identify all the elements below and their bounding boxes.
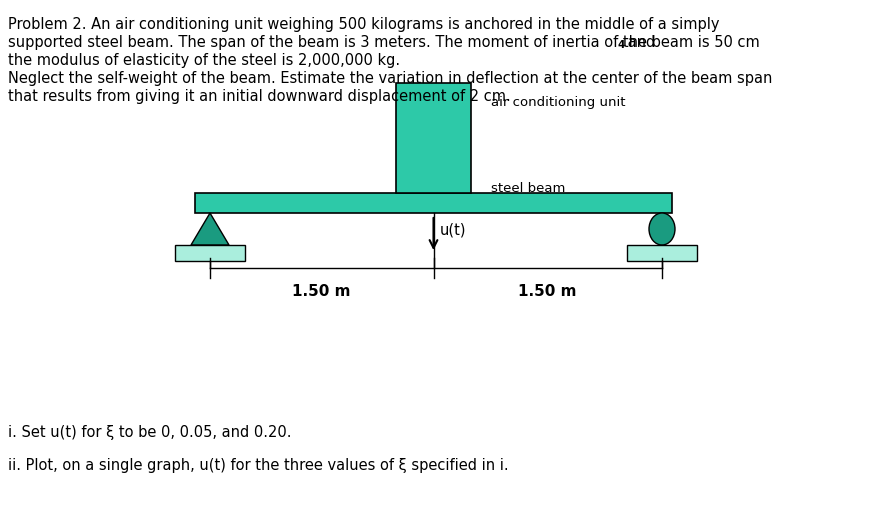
- Bar: [627, 245, 697, 261]
- Text: steel beam: steel beam: [491, 183, 565, 195]
- Text: the modulus of elasticity of the steel is 2,000,000 kg.: the modulus of elasticity of the steel i…: [8, 53, 400, 68]
- Text: 1.50 m: 1.50 m: [519, 284, 577, 299]
- Bar: [396, 83, 471, 193]
- Ellipse shape: [649, 213, 675, 245]
- Text: that results from giving it an initial downward displacement of 2 cm.: that results from giving it an initial d…: [8, 89, 511, 104]
- Text: and: and: [623, 35, 655, 50]
- Text: 4: 4: [618, 40, 625, 50]
- Bar: [195, 193, 672, 213]
- Bar: [175, 245, 245, 261]
- Text: supported steel beam. The span of the beam is 3 meters. The moment of inertia of: supported steel beam. The span of the be…: [8, 35, 760, 50]
- Text: Neglect the self-weight of the beam. Estimate the variation in deflection at the: Neglect the self-weight of the beam. Est…: [8, 71, 773, 86]
- Polygon shape: [191, 213, 229, 245]
- Text: air conditioning unit: air conditioning unit: [491, 96, 626, 109]
- Text: ii. Plot, on a single graph, u(t) for the three values of ξ specified in i.: ii. Plot, on a single graph, u(t) for th…: [8, 458, 508, 473]
- Text: 1.50 m: 1.50 m: [293, 284, 351, 299]
- Text: u(t): u(t): [440, 223, 466, 238]
- Text: Problem 2. An air conditioning unit weighing 500 kilograms is anchored in the mi: Problem 2. An air conditioning unit weig…: [8, 17, 719, 32]
- Text: i. Set u(t) for ξ to be 0, 0.05, and 0.20.: i. Set u(t) for ξ to be 0, 0.05, and 0.2…: [8, 425, 292, 440]
